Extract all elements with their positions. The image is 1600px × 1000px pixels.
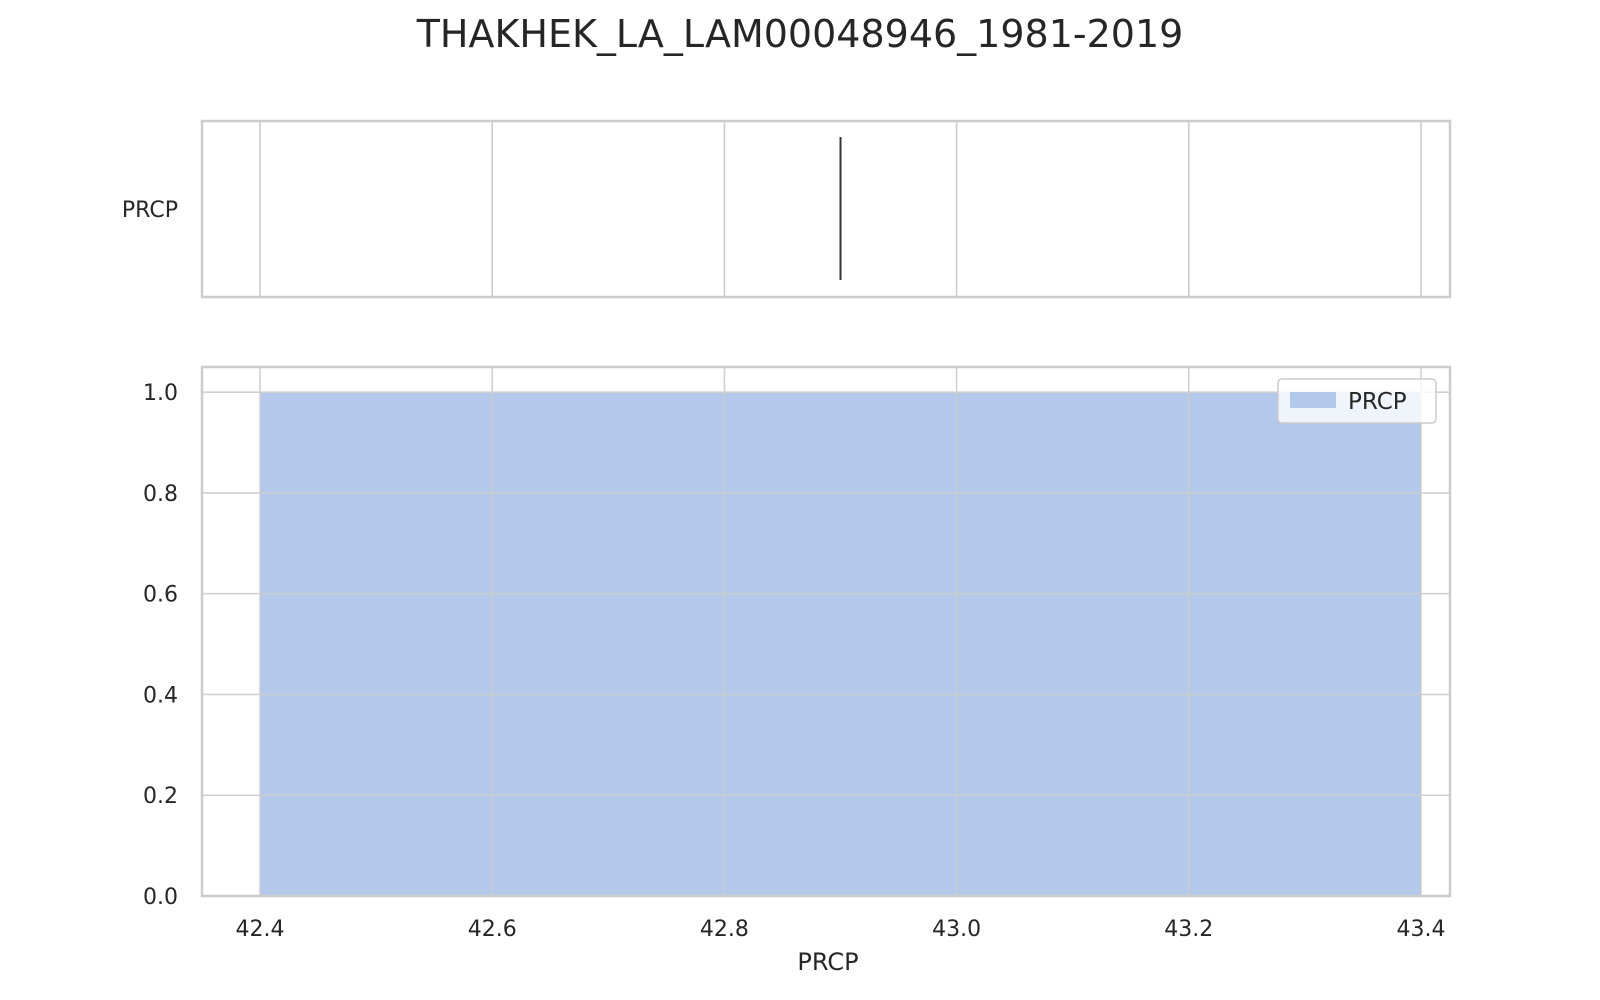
x-tick-label: 42.6: [468, 917, 517, 942]
y-tick-label: 1.0: [143, 381, 178, 406]
histogram-area-prcp: [260, 392, 1421, 896]
histogram-frame: [200, 365, 1452, 898]
boxplot-gridlines: [259, 121, 1422, 297]
histogram-areas: [260, 392, 1421, 896]
x-tick-label: 43.0: [932, 917, 981, 942]
legend-label: PRCP: [1348, 389, 1407, 415]
legend-box: [1277, 378, 1437, 424]
legend-swatch: [1290, 392, 1336, 408]
y-tick-labels: 0.0 0.2 0.4 0.6 0.8 1.0: [143, 381, 178, 910]
x-tick-label: 43.2: [1164, 917, 1213, 942]
x-tick-label: 42.4: [236, 917, 285, 942]
legend: PRCP: [1277, 378, 1437, 424]
histogram-gridlines: [202, 367, 1450, 897]
boxplot-frame: [200, 119, 1452, 299]
y-tick-label: 0.2: [143, 784, 178, 809]
y-tick-label: 0.0: [143, 885, 178, 910]
x-tick-label: 43.4: [1396, 917, 1445, 942]
y-tick-label: 0.4: [143, 683, 178, 708]
x-tick-label: 42.8: [700, 917, 749, 942]
boxplot-category-label: PRCP: [122, 198, 178, 223]
chart-title: THAKHEK_LA_LAM00048946_1981-2019: [416, 12, 1184, 56]
y-tick-label: 0.8: [143, 482, 178, 507]
x-axis-label: PRCP: [797, 948, 858, 976]
y-tick-label: 0.6: [143, 583, 178, 608]
x-tick-labels: 42.4 42.6 42.8 43.0 43.2 43.4: [236, 917, 1446, 942]
